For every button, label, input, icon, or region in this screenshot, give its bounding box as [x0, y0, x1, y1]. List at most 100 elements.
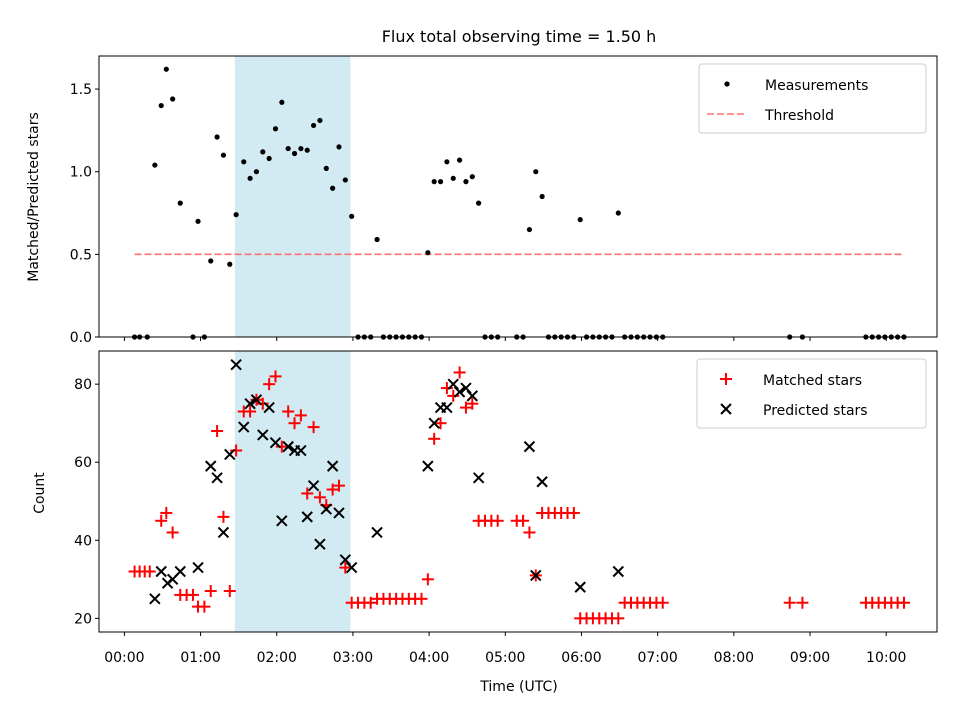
matched-star-point — [466, 397, 479, 410]
x-axis-label: Time (UTC) — [479, 679, 557, 695]
predicted-star-point — [257, 429, 269, 441]
predicted-star-point — [244, 397, 256, 410]
measurement-point — [158, 102, 164, 109]
measurement-point — [247, 175, 253, 181]
measurement-point — [425, 250, 431, 256]
predicted-star-point — [612, 565, 625, 578]
measurement-point — [208, 258, 214, 264]
matched-star-point — [217, 510, 230, 523]
measurement-point — [450, 175, 456, 181]
measurement-point — [349, 213, 355, 219]
legend-threshold-label: Threshold — [764, 108, 834, 124]
matched-star-point — [155, 514, 168, 527]
y-tick-label: 1.0 — [70, 165, 92, 181]
predicted-star-point — [276, 515, 288, 527]
matched-star-point — [269, 370, 282, 383]
predicted-star-point — [460, 382, 472, 394]
predicted-star-point — [155, 565, 167, 578]
top-legend-box — [698, 63, 927, 134]
legend-measurements-marker — [724, 81, 730, 87]
predicted-star-point — [269, 437, 282, 449]
top-x-ticks — [123, 337, 887, 341]
ratio-panel: Flux total observing time = 1.50 h 0.00.… — [26, 27, 938, 346]
predicted-star-point — [217, 526, 230, 539]
matched-star-point — [434, 417, 447, 430]
predicted-star-point — [523, 440, 536, 453]
matched-star-point — [186, 588, 199, 601]
x-tick-label: 03:00 — [333, 650, 373, 666]
y-tick-label: 1.5 — [70, 82, 92, 98]
matched-star-point — [897, 596, 910, 609]
bottom-axes-frame — [98, 350, 938, 633]
y-tick-label: 0.0 — [70, 330, 92, 346]
predicted-star-point — [295, 444, 307, 457]
predicted-star-point — [211, 472, 223, 484]
predicted-star-point — [224, 448, 236, 461]
measurement-point — [285, 145, 291, 152]
matched-star-point — [612, 612, 625, 625]
bottom-legend: Matched stars Predicted stars — [696, 358, 927, 429]
predicted-star-point — [326, 460, 339, 472]
predicted-star-point — [333, 507, 345, 519]
matched-star-point — [421, 573, 434, 586]
predicted-star-point — [466, 390, 478, 402]
x-tick-label: 10:00 — [866, 650, 906, 666]
matched-star-point — [223, 585, 236, 598]
x-tick-label: 05:00 — [485, 650, 525, 666]
measurement-point — [330, 185, 336, 191]
bottom-legend-box — [696, 358, 927, 429]
predicted-star-point — [447, 378, 459, 390]
predicted-star-point — [301, 511, 313, 523]
x-tick-label: 07:00 — [637, 650, 677, 666]
matched-star-point — [301, 487, 314, 500]
predicted-star-point — [314, 538, 326, 550]
matched-star-point — [326, 483, 339, 496]
measurement-point — [304, 147, 310, 153]
measurement-point — [241, 159, 247, 165]
matched-star-point — [453, 366, 466, 379]
legend-matched-label: Matched stars — [763, 373, 862, 389]
y-tick-label: 60 — [74, 455, 92, 471]
matched-star-point — [143, 565, 156, 578]
measurement-point — [539, 193, 545, 200]
top-y-axis-label: Matched/Predicted stars — [26, 112, 42, 282]
matched-star-point — [288, 417, 301, 430]
matched-star-point — [491, 514, 504, 527]
y-tick-label: 0.5 — [70, 247, 92, 263]
matched-star-point — [166, 526, 179, 539]
predicted-star-point — [472, 472, 485, 484]
predicted-star-point — [192, 561, 204, 574]
measurement-point — [323, 165, 329, 171]
measurement-point — [272, 126, 279, 132]
measurement-point — [456, 157, 463, 163]
matched-star-point — [517, 514, 530, 527]
x-tick-label: 04:00 — [409, 650, 449, 666]
measurement-point — [317, 117, 323, 124]
measurement-point — [431, 179, 437, 185]
measurement-point — [177, 200, 183, 206]
predicted-star-point — [428, 417, 440, 429]
x-tick-label: 01:00 — [180, 650, 220, 666]
matched-star-point — [204, 585, 217, 598]
predicted-star-point — [574, 581, 586, 593]
predicted-star-point — [530, 569, 542, 582]
matched-star-point — [313, 491, 326, 504]
x-tick-label: 06:00 — [561, 650, 601, 666]
matched-star-point — [211, 425, 224, 438]
top-axes-frame — [98, 55, 938, 338]
x-tick-label: 02:00 — [257, 650, 297, 666]
bottom-y-axis-label: Count — [32, 472, 48, 514]
measurement-point — [152, 162, 158, 168]
measurement-point — [195, 218, 201, 224]
predicted-star-point — [250, 394, 263, 406]
measurement-point — [291, 150, 298, 157]
matched-star-point — [447, 389, 460, 402]
measurement-point — [227, 261, 233, 267]
matched-star-point — [656, 596, 669, 609]
measurement-point — [533, 169, 539, 175]
legend-predicted-marker — [720, 403, 732, 415]
measurement-point — [577, 217, 583, 223]
measurement-point — [170, 96, 176, 102]
